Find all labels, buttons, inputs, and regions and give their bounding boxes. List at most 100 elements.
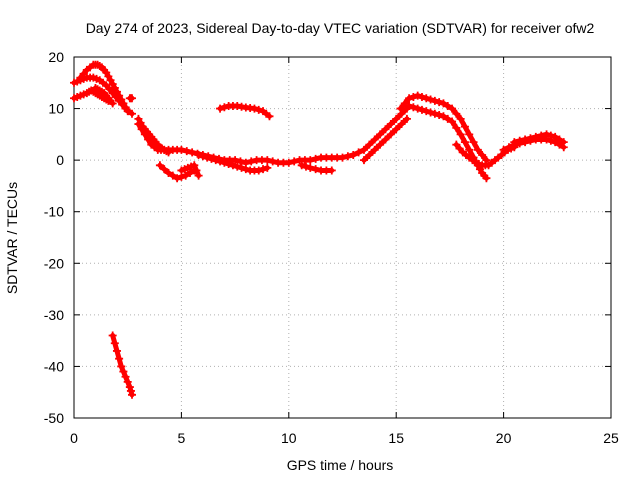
data-point (405, 94, 414, 103)
data-point (237, 163, 246, 172)
data-point (359, 156, 368, 165)
series-arc-m (216, 101, 274, 121)
data-point (370, 145, 379, 154)
data-point (127, 390, 136, 399)
data-point (236, 157, 245, 166)
series-arc-k (297, 161, 336, 175)
data-point (306, 163, 315, 172)
data-point (203, 153, 212, 162)
data-point (460, 138, 469, 147)
data-markers (70, 60, 568, 399)
data-point (194, 150, 203, 159)
data-point (537, 131, 546, 140)
data-point (121, 372, 130, 381)
data-point (207, 154, 216, 163)
data-point (392, 125, 401, 134)
y-tick-label: 0 (56, 152, 64, 168)
data-point (127, 94, 136, 103)
data-point (192, 166, 201, 175)
data-point (381, 125, 390, 134)
data-point (435, 111, 444, 120)
data-point (426, 95, 435, 104)
data-point (396, 104, 405, 113)
data-point (194, 171, 203, 180)
data-point (376, 140, 385, 149)
data-point (233, 162, 242, 171)
data-point (443, 101, 452, 110)
data-point (452, 123, 461, 132)
data-point (125, 383, 134, 392)
data-point (531, 132, 540, 141)
data-point (126, 386, 135, 395)
data-point (397, 120, 406, 129)
data-point (297, 161, 306, 170)
data-point (155, 161, 164, 170)
data-point (263, 163, 272, 172)
data-point (546, 131, 555, 140)
data-point (499, 145, 508, 154)
data-point (168, 171, 177, 180)
data-point (359, 145, 368, 154)
data-point (263, 156, 272, 165)
data-point (198, 152, 207, 161)
data-point (284, 158, 293, 167)
x-tick-label: 0 (70, 430, 78, 446)
data-point (108, 331, 117, 340)
data-point (224, 160, 233, 169)
data-point (268, 157, 277, 166)
data-point (301, 162, 310, 171)
data-point (250, 104, 259, 113)
data-point (405, 101, 414, 110)
data-point (127, 109, 136, 118)
data-point (465, 145, 474, 154)
data-point (392, 114, 401, 123)
data-point (482, 174, 491, 183)
data-point (386, 130, 395, 139)
x-tick-label: 10 (281, 430, 297, 446)
data-point (526, 134, 535, 143)
data-point (422, 94, 431, 103)
data-point (439, 112, 448, 121)
data-point (338, 153, 347, 162)
y-axis-label: SDTVAR / TECUs (4, 182, 20, 294)
series-arc-o (405, 101, 491, 183)
axis-ticks: 0 5 10 15 20 25 -50 -40 -30 -20 -10 0 10 20 (44, 49, 619, 446)
data-point (290, 157, 299, 166)
data-point (515, 136, 524, 145)
data-point (504, 143, 513, 152)
series-arc-n (396, 91, 491, 165)
data-point (343, 152, 352, 161)
y-tick-label: 10 (48, 101, 64, 117)
data-point (409, 103, 418, 112)
data-point (123, 377, 132, 386)
series-arc-j (194, 150, 272, 175)
data-point (452, 109, 461, 118)
data-point (473, 145, 482, 154)
series-arc-c (76, 60, 132, 116)
data-point (370, 135, 379, 144)
data-point (456, 114, 465, 123)
series-arc-i (177, 161, 203, 180)
data-point (220, 103, 229, 112)
x-tick-label: 15 (388, 430, 404, 446)
data-point (551, 132, 560, 141)
data-point (542, 130, 551, 139)
data-point (254, 105, 263, 114)
data-point (190, 161, 199, 170)
data-point (349, 150, 358, 159)
x-axis-label: GPS time / hours (287, 457, 394, 473)
data-point (182, 147, 191, 156)
data-point (188, 148, 197, 157)
data-point (397, 109, 406, 118)
series-arc-r (510, 130, 568, 147)
data-point (211, 156, 220, 165)
series-arc-s (108, 331, 136, 399)
data-point (231, 156, 240, 165)
data-point (365, 140, 374, 149)
series-arc-l (359, 114, 411, 165)
data-point (435, 98, 444, 107)
y-tick-label: -30 (44, 307, 64, 323)
data-point (439, 99, 448, 108)
data-point (117, 362, 126, 371)
